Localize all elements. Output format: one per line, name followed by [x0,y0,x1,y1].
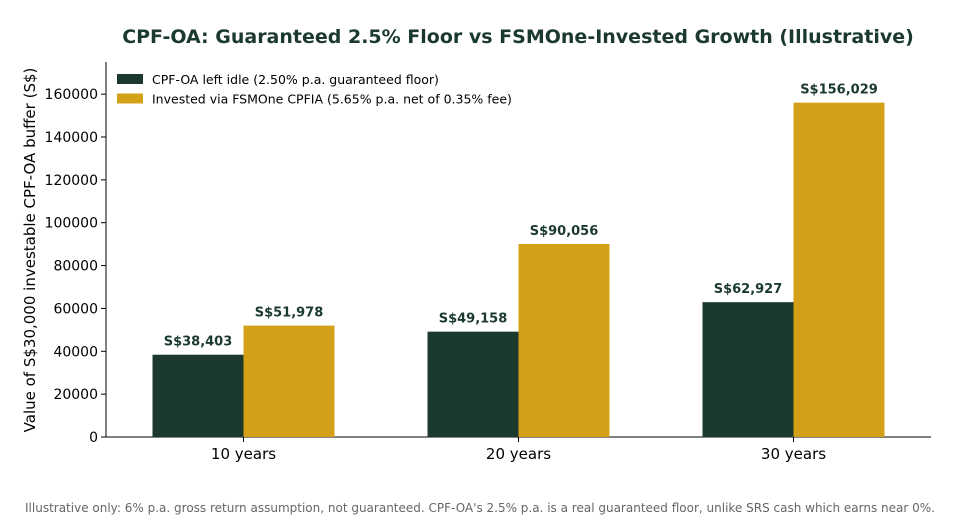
footnote: Illustrative only: 6% p.a. gross return … [25,501,935,515]
legend-swatch [117,93,143,104]
y-tick-label: 140000 [45,130,98,146]
bar-value-label: S$51,978 [255,306,324,321]
legend-swatch [117,74,143,84]
bar [518,244,610,437]
y-axis-label: Value of S$30,000 investable CPF-OA buff… [21,68,39,433]
y-tick-label: 0 [89,430,98,446]
x-tick-label: 30 years [761,445,826,463]
chart-title: CPF-OA: Guaranteed 2.5% Floor vs FSMOne-… [122,26,914,48]
bar-value-label: S$90,056 [530,224,599,239]
y-tick-label: 100000 [45,216,98,232]
plot-area: 0 20000 40000 60000 80000 100000 120000 140000 1… [45,62,931,463]
bar-value-label: S$49,158 [439,312,508,327]
legend: CPF-OA left idle (2.50% p.a. guaranteed … [117,72,512,107]
bar [243,325,335,437]
legend-label: Invested via FSMOne CPFIA (5.65% p.a. ne… [152,92,512,107]
x-tick-label: 10 years [211,445,276,463]
bar [793,102,885,437]
bar [427,331,519,437]
x-tick-label: 20 years [486,445,551,463]
y-tick-label: 20000 [53,387,98,403]
y-tick-label: 120000 [45,173,98,189]
y-tick-label: 160000 [45,87,98,103]
bar-value-label: S$62,927 [714,282,783,297]
y-tick-label: 80000 [53,259,98,275]
y-tick-label: 40000 [53,344,98,360]
legend-label: CPF-OA left idle (2.50% p.a. guaranteed … [152,72,439,87]
bar-value-label: S$156,029 [800,83,878,98]
y-tick-label: 60000 [53,301,98,317]
bar-value-label: S$38,403 [164,335,233,350]
bar [152,354,244,437]
bar [702,302,794,437]
